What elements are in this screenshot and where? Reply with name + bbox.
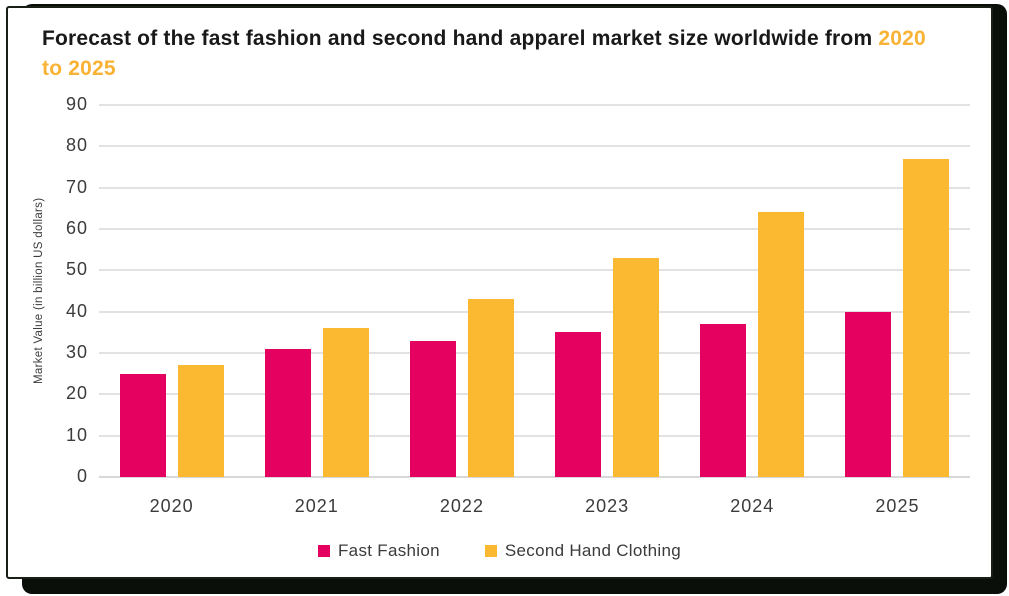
legend-swatch-second-hand-clothing xyxy=(484,545,497,557)
gridline-50 xyxy=(99,269,970,272)
bar-fast-fashion-2020 xyxy=(119,373,166,477)
y-tick-label-80: 80 xyxy=(65,135,88,156)
legend-item-second-hand-clothing: Second Hand Clothing xyxy=(484,541,681,561)
chart-title-line2-prefix: worldwide from xyxy=(714,27,879,50)
chart-card: Forecast of the fast fashion and second … xyxy=(6,6,993,579)
gridline-60 xyxy=(99,228,970,230)
legend-swatch-fast-fashion xyxy=(318,545,330,557)
y-tick-labels: 0 10 20 30 40 50 60 70 80 90 xyxy=(8,94,88,486)
gridline-10 xyxy=(99,434,970,437)
y-tick-label-30: 30 xyxy=(65,342,88,362)
y-tick-label-60: 60 xyxy=(65,218,88,238)
x-tick-label-2021: 2021 xyxy=(294,496,339,516)
legend: Fast Fashion Second Hand Clothing xyxy=(8,541,991,561)
y-tick-label-20: 20 xyxy=(65,383,88,404)
gridline-90 xyxy=(99,104,970,106)
bar-fast-fashion-2025 xyxy=(845,311,892,477)
x-tick-label-2023: 2023 xyxy=(585,496,630,516)
bar-second-hand-clothing-2022 xyxy=(467,299,514,477)
gridline-30 xyxy=(99,352,970,354)
gridline-40 xyxy=(99,310,970,313)
y-tick-label-0: 0 xyxy=(76,466,88,486)
y-tick-label-90: 90 xyxy=(65,94,88,114)
plot-area xyxy=(99,104,970,478)
x-tick-label-2024: 2024 xyxy=(730,496,775,516)
gridline-80 xyxy=(99,145,970,148)
bar-second-hand-clothing-2023 xyxy=(613,257,660,477)
bar-fast-fashion-2023 xyxy=(555,332,602,477)
chart-title-highlight: 2020 to 2025 xyxy=(42,27,926,80)
gridline-70 xyxy=(99,186,970,189)
bar-second-hand-clothing-2020 xyxy=(177,365,224,477)
bar-fast-fashion-2024 xyxy=(700,324,747,477)
x-tick-label-2025: 2025 xyxy=(875,496,920,516)
gridline-20 xyxy=(99,393,970,396)
y-tick-label-40: 40 xyxy=(65,300,88,321)
bar-fast-fashion-2022 xyxy=(409,340,456,477)
bar-second-hand-clothing-2024 xyxy=(758,212,805,477)
chart-title-line1: Forecast of the fast fashion and second … xyxy=(42,27,709,50)
bar-fast-fashion-2021 xyxy=(264,348,311,477)
legend-label-fast-fashion: Fast Fashion xyxy=(338,541,440,560)
y-tick-label-50: 50 xyxy=(65,259,88,280)
x-axis-line xyxy=(99,476,970,478)
x-tick-label-2022: 2022 xyxy=(439,496,484,516)
bar-second-hand-clothing-2021 xyxy=(322,328,369,477)
x-tick-label-2020: 2020 xyxy=(149,496,194,516)
legend-label-second-hand-clothing: Second Hand Clothing xyxy=(504,541,681,560)
y-tick-label-70: 70 xyxy=(65,176,88,197)
legend-item-fast-fashion: Fast Fashion xyxy=(318,541,440,561)
x-tick-labels: 2020 2021 2022 2023 2024 2025 xyxy=(99,496,970,517)
bar-second-hand-clothing-2025 xyxy=(903,158,950,477)
chart-title: Forecast of the fast fashion and second … xyxy=(42,24,942,84)
y-tick-label-10: 10 xyxy=(65,424,88,445)
